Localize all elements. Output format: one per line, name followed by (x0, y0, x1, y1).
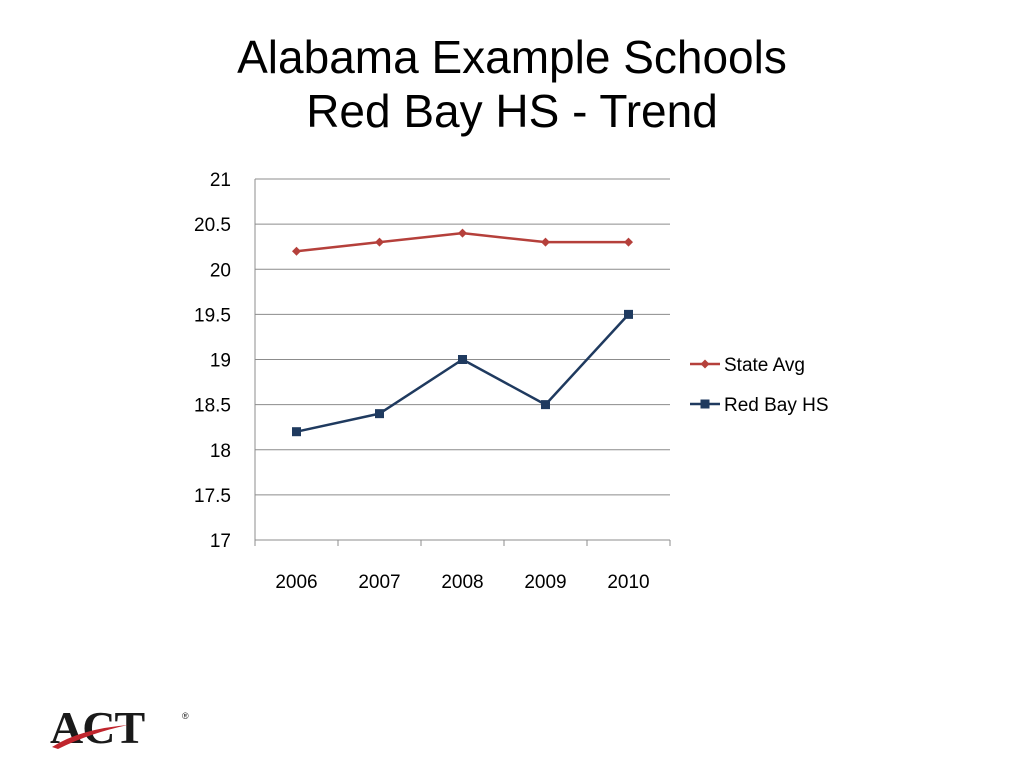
data-point (624, 237, 633, 247)
legend-item: Red Bay HS (690, 395, 829, 416)
y-tick-label: 19 (210, 351, 231, 372)
logo-swoosh-icon (52, 725, 128, 749)
y-tick-label: 19.5 (194, 305, 231, 326)
x-tick-label: 2007 (358, 572, 400, 593)
data-point (458, 355, 467, 364)
data-point (292, 427, 301, 437)
y-tick-label: 21 (210, 170, 231, 191)
x-tick-label: 2006 (275, 572, 317, 593)
legend-marker (700, 399, 710, 409)
y-tick-label: 20.5 (194, 215, 231, 236)
y-tick-label: 17 (210, 531, 231, 552)
x-tick-label: 2008 (441, 572, 483, 593)
slide-title: Alabama Example Schools Red Bay HS - Tre… (0, 30, 1024, 138)
legend-label: Red Bay HS (724, 395, 829, 416)
data-point (624, 309, 633, 319)
data-point (375, 237, 384, 247)
data-point (292, 246, 301, 256)
y-tick-label: 18.5 (194, 396, 231, 417)
legend-item: State Avg (690, 355, 805, 376)
y-tick-label: 20 (210, 260, 231, 281)
title-line-2: Red Bay HS - Trend (306, 85, 718, 137)
logo-registered-mark: ® (182, 711, 189, 721)
data-point (541, 237, 550, 247)
data-point (541, 400, 550, 410)
legend-label: State Avg (724, 355, 805, 376)
series-line-2 (296, 313, 630, 433)
x-tick-label: 2009 (524, 572, 566, 593)
y-tick-label: 18 (210, 441, 231, 462)
x-tick-label: 2010 (607, 572, 649, 593)
title-line-1: Alabama Example Schools (237, 31, 787, 83)
act-logo: ACT ® (50, 703, 200, 753)
data-point (375, 409, 384, 419)
data-point (458, 228, 467, 238)
y-tick-label: 17.5 (194, 486, 231, 507)
legend-marker (700, 359, 710, 369)
